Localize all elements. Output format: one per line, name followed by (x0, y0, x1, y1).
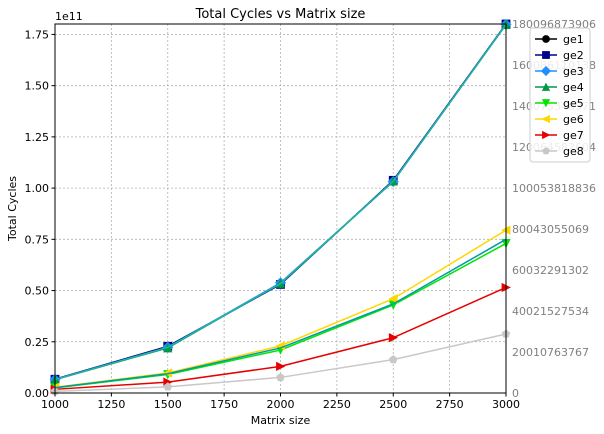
right-axis-tick-label: 80043055069 (512, 223, 589, 236)
data-point (540, 65, 552, 77)
legend-box (529, 27, 591, 163)
data-point (388, 333, 399, 343)
data-point (276, 372, 285, 382)
series-line (54, 238, 507, 389)
right-axis-tick-label: 60032291302 (512, 264, 589, 277)
x-axis-label: Matrix size (251, 414, 311, 427)
series-layer (49, 18, 512, 395)
y-tick-label: 0.75 (25, 233, 50, 246)
legend-label: ge8 (563, 145, 584, 158)
data-point (541, 114, 550, 124)
data-point (541, 82, 551, 91)
legend-item-ge8: ge8 (535, 145, 584, 158)
data-point (388, 355, 398, 364)
series-line (54, 333, 507, 393)
right-axis-tick-label: 100053818836 (512, 182, 596, 195)
data-point (542, 51, 550, 59)
legend-label: ge1 (563, 33, 584, 46)
y-axis-offset-label: 1e11 (55, 10, 83, 23)
y-axis-label: Total Cycles (6, 176, 19, 242)
legend-item-ge3: ge3 (535, 65, 584, 78)
x-tick-label: 1250 (97, 398, 125, 411)
data-point (542, 130, 551, 140)
legend: ge1 ge2 ge3 ge4 ge5 ge6 ge7 ge8 (529, 27, 591, 163)
series-line (54, 23, 507, 381)
x-tick-label: 1500 (154, 398, 182, 411)
legend-item-ge5: ge5 (535, 97, 584, 110)
data-point (388, 294, 398, 304)
x-tick-label: 2000 (267, 398, 295, 411)
legend-label: ge6 (563, 113, 584, 126)
legend-item-ge4: ge4 (535, 81, 584, 94)
y-tick-label: 0.25 (25, 336, 50, 349)
x-tick-label: 3000 (492, 398, 520, 411)
x-tick-label: 1750 (210, 398, 238, 411)
y-tick-label: 0.00 (25, 387, 50, 400)
legend-label: ge2 (563, 49, 584, 62)
right-axis-tick-label: 20010763767 (512, 346, 589, 359)
legend-label: ge7 (563, 129, 584, 142)
legend-item-ge2: ge2 (535, 49, 584, 62)
grid-lines (54, 24, 507, 394)
data-point (163, 382, 173, 391)
series-line (54, 238, 507, 389)
series-line (54, 23, 507, 381)
x-tick-label: 2500 (379, 398, 407, 411)
x-axis-ticks: 1000 1250 1500 1750 2000 2250 2500 2750 3000 (41, 393, 520, 411)
legend-item-ge6: ge6 (535, 113, 584, 126)
legend-label: ge3 (563, 65, 584, 78)
chart-title: Total Cycles vs Matrix size (195, 7, 366, 22)
y-axis-ticks: 0.00 0.25 0.50 0.75 1.00 1.25 1.50 1.75 (25, 28, 55, 400)
legend-item-ge7: ge7 (535, 129, 584, 142)
data-point (276, 361, 286, 372)
y-tick-label: 1.00 (25, 182, 50, 195)
right-axis-tick-label: 40021527534 (512, 305, 589, 318)
y-tick-label: 1.75 (25, 28, 50, 41)
data-point (542, 35, 550, 43)
data-point (541, 99, 551, 108)
x-tick-label: 2250 (323, 398, 351, 411)
legend-label: ge4 (563, 81, 584, 94)
right-axis-tick-label: 0 (512, 387, 519, 400)
x-tick-label: 2750 (436, 398, 464, 411)
legend-item-ge1: ge1 (535, 33, 584, 46)
x-tick-label: 1000 (41, 398, 69, 411)
y-tick-label: 1.25 (25, 131, 50, 144)
y-tick-label: 0.50 (25, 285, 50, 298)
data-point (542, 147, 550, 155)
y-tick-label: 1.50 (25, 80, 50, 93)
legend-label: ge5 (563, 97, 584, 110)
